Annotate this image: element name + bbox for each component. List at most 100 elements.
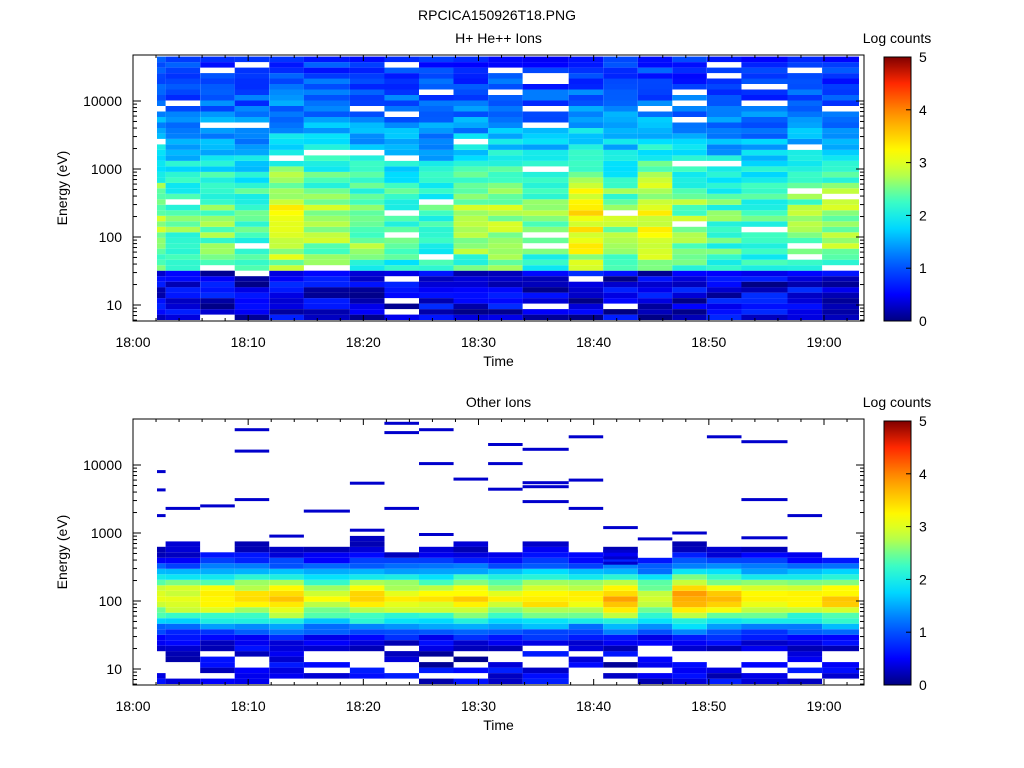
spectrogram-cell	[741, 287, 788, 293]
spectrogram-cell	[234, 149, 270, 156]
spectrogram-cell	[269, 89, 304, 95]
spectrogram-cell	[522, 210, 569, 216]
spectrogram-cell	[522, 84, 569, 90]
spectrogram-cell	[303, 607, 350, 613]
spectrogram-cell	[200, 232, 235, 238]
spectrogram-cell	[672, 585, 707, 591]
spectrogram-cell	[787, 563, 823, 569]
spectrogram-cell	[741, 73, 788, 79]
spectrogram-cell	[453, 678, 489, 684]
spectrogram-cell	[200, 276, 235, 282]
spectrogram-cell	[200, 579, 235, 586]
spectrogram-cell	[488, 127, 523, 134]
spectrogram-cell	[637, 629, 673, 635]
spectrogram-cell	[419, 133, 454, 139]
sparse-detection	[349, 481, 385, 485]
spectrogram-cell	[384, 314, 419, 320]
colorbar-tick-label: 0	[919, 677, 927, 693]
sparse-detection	[488, 487, 523, 491]
spectrogram-cell	[349, 612, 385, 619]
spectrogram-cell	[522, 237, 569, 244]
spectrogram-cell	[672, 634, 707, 641]
spectrogram-cell	[741, 618, 788, 624]
spectrogram-cell	[200, 612, 235, 619]
spectrogram-cell	[453, 232, 489, 238]
spectrogram-cell	[234, 56, 270, 63]
spectrogram-cell	[303, 237, 350, 244]
spectrogram-cell	[637, 563, 673, 569]
spectrogram-cell	[741, 67, 788, 74]
spectrogram-cell	[822, 226, 859, 233]
spectrogram-cell	[706, 303, 742, 310]
spectrogram-cell	[157, 210, 166, 216]
spectrogram-cell	[822, 303, 859, 310]
spectrogram-cell	[419, 188, 454, 194]
spectrogram-cell	[200, 281, 235, 288]
spectrogram-cell	[349, 67, 385, 74]
spectrogram-cell	[637, 84, 673, 90]
spectrogram-cell	[234, 596, 270, 602]
spectrogram-cell	[234, 276, 270, 282]
spectrogram-cell	[568, 634, 604, 641]
spectrogram-cell	[453, 601, 489, 608]
spectrogram-cell	[672, 607, 707, 613]
spectrogram-cell	[672, 590, 707, 597]
spectrogram-cell	[269, 568, 304, 575]
spectrogram-cell	[419, 117, 454, 123]
spectrogram-cell	[419, 298, 454, 304]
spectrogram-cell	[419, 84, 454, 90]
spectrogram-cell	[488, 117, 523, 123]
spectrogram-cell	[488, 678, 523, 684]
spectrogram-cell	[522, 95, 569, 101]
spectrogram-cell	[787, 640, 823, 646]
spectrogram-cell	[637, 171, 673, 178]
spectrogram-cell	[787, 171, 823, 178]
spectrogram-cell	[453, 259, 489, 266]
spectrogram-cell	[637, 568, 673, 575]
spectrogram-cell	[165, 166, 201, 172]
spectrogram-cell	[234, 303, 270, 310]
spectrogram-cell	[522, 678, 569, 684]
spectrogram-cell	[522, 590, 569, 597]
spectrogram-cell	[419, 314, 454, 320]
spectrogram-cell	[568, 574, 604, 580]
sparse-detection	[522, 485, 569, 489]
spectrogram-cell	[303, 226, 350, 233]
spectrogram-cell	[488, 226, 523, 233]
spectrogram-cells	[157, 421, 859, 684]
spectrogram-cell	[157, 73, 166, 79]
spectrogram-cell	[200, 204, 235, 211]
spectrogram-cell	[522, 287, 569, 293]
spectrogram-cell	[672, 546, 707, 553]
spectrogram-cell	[165, 640, 201, 646]
spectrogram-cell	[522, 199, 569, 205]
spectrogram-cell	[706, 106, 742, 112]
spectrogram-cell	[234, 546, 270, 553]
spectrogram-cell	[822, 138, 859, 145]
spectrogram-cell	[672, 199, 707, 205]
x-tick-label: 18:40	[576, 698, 611, 714]
spectrogram-cell	[303, 84, 350, 90]
spectrogram-cell	[157, 160, 166, 167]
spectrogram-cell	[165, 122, 201, 128]
spectrogram-cell	[672, 678, 707, 684]
spectrogram-cell	[568, 612, 604, 619]
spectrogram-cell	[200, 221, 235, 227]
spectrogram-cell	[200, 248, 235, 255]
spectrogram-cell	[787, 292, 823, 299]
spectrogram-cell	[522, 276, 569, 282]
spectrogram-cell	[822, 298, 859, 304]
spectrogram-cell	[822, 563, 859, 569]
spectrogram-cell	[269, 160, 304, 167]
spectrogram-cell	[637, 607, 673, 613]
spectrogram-cell	[165, 292, 201, 299]
spectrogram-cell	[637, 78, 673, 84]
spectrogram-cell	[488, 122, 523, 128]
spectrogram-cell	[234, 84, 270, 90]
spectrogram-cell	[672, 166, 707, 172]
spectrogram-cell	[349, 254, 385, 260]
spectrogram-cell	[384, 188, 419, 194]
spectrogram-cell	[165, 287, 201, 293]
spectrogram-cell	[603, 155, 638, 161]
spectrogram-cell	[200, 557, 235, 564]
